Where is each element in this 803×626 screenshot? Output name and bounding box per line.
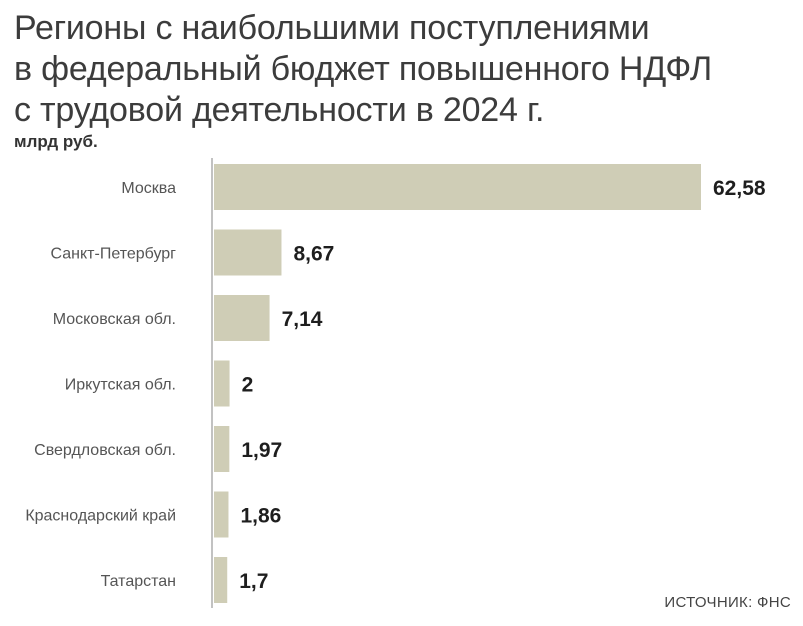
category-label-4: Свердловская обл. bbox=[34, 442, 176, 459]
value-label-5: 1,86 bbox=[240, 505, 281, 528]
value-label-1: 8,67 bbox=[293, 243, 334, 266]
value-label-4: 1,97 bbox=[241, 439, 282, 462]
bar-2 bbox=[214, 295, 270, 341]
bar-1 bbox=[214, 229, 282, 276]
title-line-3: с трудовой деятельности в 2024 г. bbox=[14, 91, 545, 129]
title-line-1: Регионы с наибольшими поступлениями bbox=[14, 9, 650, 47]
category-label-3: Иркутская обл. bbox=[65, 377, 176, 394]
source-note: ИСТОЧНИК: ФНС bbox=[664, 594, 791, 611]
unit-label: млрд руб. bbox=[14, 132, 98, 151]
category-label-2: Московская обл. bbox=[53, 311, 176, 328]
bar-0 bbox=[214, 164, 701, 210]
value-label-3: 2 bbox=[242, 374, 254, 397]
bar-chart: Москва 62,58 Санкт-Петербург 8,67 Московская… bbox=[25, 158, 766, 608]
category-label-5: Краснодарский край bbox=[25, 508, 176, 525]
category-label-1: Санкт-Петербург bbox=[51, 246, 177, 263]
title-line-2: в федеральный бюджет повышенного НДФЛ bbox=[14, 50, 712, 88]
category-label-6: Татарстан bbox=[101, 573, 176, 590]
value-label-2: 7,14 bbox=[282, 308, 323, 331]
bar-3 bbox=[214, 360, 230, 407]
bar-6 bbox=[214, 557, 228, 603]
category-label-0: Москва bbox=[121, 180, 176, 197]
value-label-6: 1,7 bbox=[239, 570, 268, 593]
bar-5 bbox=[214, 491, 229, 538]
bar-4 bbox=[214, 426, 230, 472]
chart-title: Регионы с наибольшими поступлениями в фе… bbox=[14, 8, 794, 131]
value-label-0: 62,58 bbox=[713, 177, 766, 200]
